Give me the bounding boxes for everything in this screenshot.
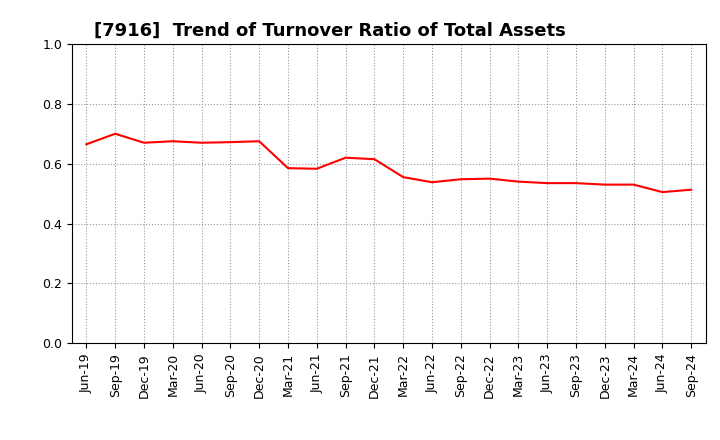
Text: [7916]  Trend of Turnover Ratio of Total Assets: [7916] Trend of Turnover Ratio of Total … (94, 22, 565, 40)
